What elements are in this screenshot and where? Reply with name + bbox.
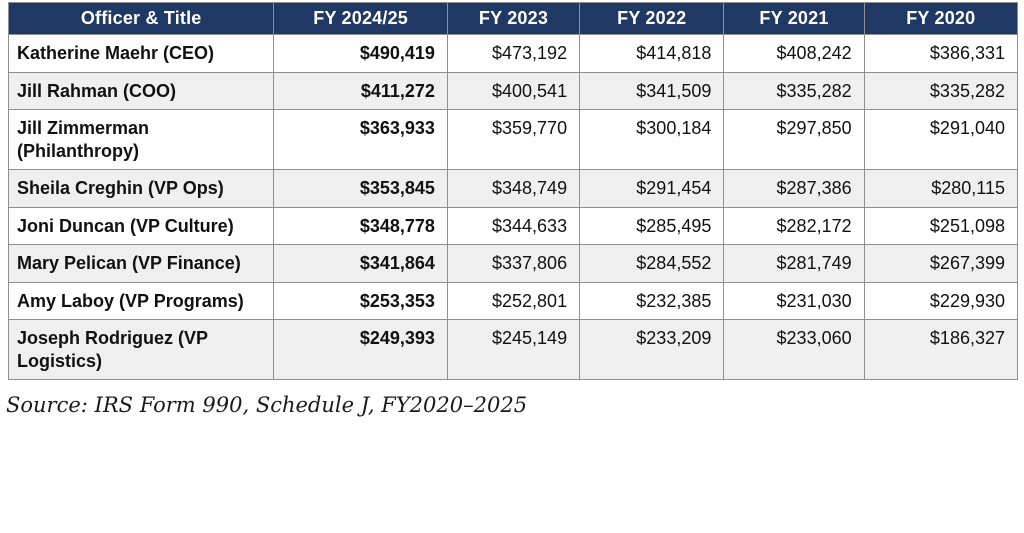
fy2022-value-cell: $300,184 [579,109,725,170]
fy2020-value-cell: $186,327 [863,319,1019,380]
fy2021-value-cell: $282,172 [723,206,865,245]
fy2023-value-cell: $400,541 [446,71,581,110]
fy2022-value-cell: $285,495 [579,206,725,245]
officer-name-cell: Joni Duncan (VP Culture) [7,206,275,245]
fy2024-25-value-cell: $341,864 [273,244,448,283]
fy2021-value-cell: $231,030 [723,281,865,320]
fy2024-25-value-cell: $411,272 [273,71,448,110]
fy2024-25-value-cell: $490,419 [273,34,448,73]
fy2021-value-cell: $233,060 [723,319,865,380]
column-header-fy2024-25: FY 2024/25 [273,2,448,35]
fy2020-value-cell: $229,930 [863,281,1019,320]
fy2020-value-cell: $335,282 [863,71,1019,110]
column-header-fy2021: FY 2021 [723,2,865,35]
fy2022-value-cell: $291,454 [579,169,725,208]
officer-name-cell: Amy Laboy (VP Programs) [7,281,275,320]
table-row: Mary Pelican (VP Finance) $341,864 $337,… [7,244,1019,283]
column-header-officer-title: Officer & Title [7,2,275,35]
fy2023-value-cell: $359,770 [446,109,581,170]
fy2023-value-cell: $473,192 [446,34,581,73]
fy2022-value-cell: $341,509 [579,71,725,110]
fy2020-value-cell: $291,040 [863,109,1019,170]
table-row: Jill Zimmerman (Philanthropy) $363,933 $… [7,109,1019,170]
fy2024-25-value-cell: $363,933 [273,109,448,170]
table-row: Amy Laboy (VP Programs) $253,353 $252,80… [7,281,1019,320]
fy2020-value-cell: $386,331 [863,34,1019,73]
fy2020-value-cell: $251,098 [863,206,1019,245]
fy2024-25-value-cell: $348,778 [273,206,448,245]
fy2021-value-cell: $297,850 [723,109,865,170]
fy2021-value-cell: $281,749 [723,244,865,283]
officer-name-cell: Joseph Rodriguez (VP Logistics) [7,319,275,380]
table-header-row: Officer & Title FY 2024/25 FY 2023 FY 20… [7,2,1019,35]
column-header-fy2023: FY 2023 [446,2,581,35]
fy2022-value-cell: $232,385 [579,281,725,320]
fy2023-value-cell: $245,149 [446,319,581,380]
fy2024-25-value-cell: $353,845 [273,169,448,208]
officer-name-cell: Katherine Maehr (CEO) [7,34,275,73]
column-header-fy2022: FY 2022 [579,2,725,35]
fy2023-value-cell: $252,801 [446,281,581,320]
table-row: Sheila Creghin (VP Ops) $353,845 $348,74… [7,169,1019,208]
fy2022-value-cell: $284,552 [579,244,725,283]
officer-name-cell: Jill Rahman (COO) [7,71,275,110]
fy2023-value-cell: $337,806 [446,244,581,283]
officer-name-cell: Jill Zimmerman (Philanthropy) [7,109,275,170]
fy2024-25-value-cell: $253,353 [273,281,448,320]
fy2023-value-cell: $344,633 [446,206,581,245]
fy2024-25-value-cell: $249,393 [273,319,448,380]
fy2022-value-cell: $233,209 [579,319,725,380]
fy2020-value-cell: $267,399 [863,244,1019,283]
fy2023-value-cell: $348,749 [446,169,581,208]
table-row: Katherine Maehr (CEO) $490,419 $473,192 … [7,34,1019,73]
fy2020-value-cell: $280,115 [863,169,1019,208]
source-note: Source: IRS Form 990, Schedule J, FY2020… [6,393,528,417]
table-row: Joni Duncan (VP Culture) $348,778 $344,6… [7,206,1019,245]
officer-name-cell: Mary Pelican (VP Finance) [7,244,275,283]
column-header-fy2020: FY 2020 [863,2,1019,35]
fy2021-value-cell: $408,242 [723,34,865,73]
table-row: Jill Rahman (COO) $411,272 $400,541 $341… [7,71,1019,110]
officer-name-cell: Sheila Creghin (VP Ops) [7,169,275,208]
fy2022-value-cell: $414,818 [579,34,725,73]
table-row: Joseph Rodriguez (VP Logistics) $249,393… [7,319,1019,380]
fy2021-value-cell: $287,386 [723,169,865,208]
officer-compensation-table: Officer & Title FY 2024/25 FY 2023 FY 20… [7,2,1019,380]
fy2021-value-cell: $335,282 [723,71,865,110]
